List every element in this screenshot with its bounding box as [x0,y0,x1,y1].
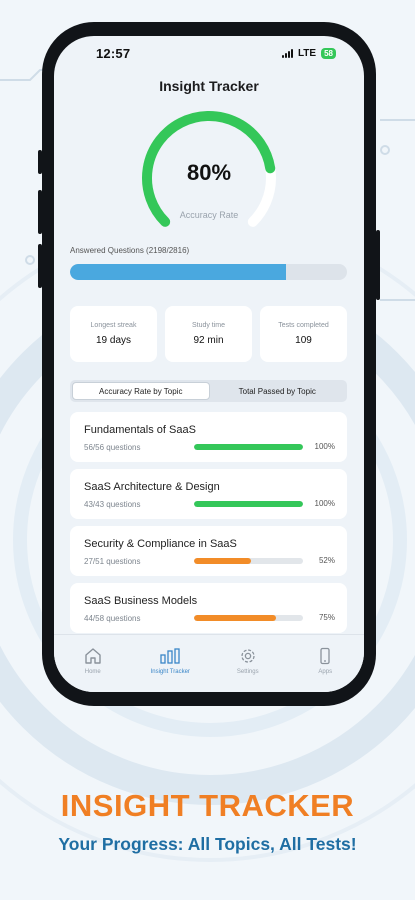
topic-card[interactable]: Security & Compliance in SaaS 27/51 ques… [70,526,347,576]
topic-progress-fill [194,558,251,564]
phone-volume-down-button [38,244,42,288]
topic-percent: 100% [314,442,335,451]
status-bar: 12:57 LTE 58 [54,36,364,70]
marketing-subheadline: Your Progress: All Topics, All Tests! [58,834,357,854]
accuracy-gauge [142,111,276,227]
nav-item-apps[interactable]: Apps [287,635,365,692]
nav-label: Insight Tracker [150,669,190,675]
phone-power-button [376,230,380,300]
nav-label: Apps [318,669,333,675]
answered-progress-fill [70,264,287,280]
accuracy-label: Accuracy Rate [179,210,239,220]
topic-progress-bar [194,558,303,564]
battery-icon: 58 [321,47,336,59]
stat-card-tests-completed: Tests completed 109 [260,306,347,362]
accuracy-value: 80% [186,160,232,185]
topic-progress-fill [194,615,276,621]
nav-label: Settings [236,669,259,675]
topic-percent: 75% [318,613,335,622]
stat-value: 19 days [95,335,132,346]
answered-progress-bar [70,264,347,280]
topic-tabs: Accuracy Rate by Topic Total Passed by T… [70,380,347,402]
page-title: Insight Tracker [159,78,259,94]
tab-accuracy-rate-by-topic[interactable]: Accuracy Rate by Topic [72,382,210,400]
topic-percent: 100% [314,499,335,508]
topic-name: Fundamentals of SaaS [84,424,196,436]
topic-percent: 52% [318,556,335,565]
tab-total-passed-by-topic[interactable]: Total Passed by Topic [238,386,316,396]
nav-item-insight-tracker[interactable]: Insight Tracker [132,635,210,692]
stat-label: Tests completed [278,322,329,329]
phone-icon [320,647,330,665]
phone-volume-up-button [38,190,42,234]
topic-progress-bar [194,501,303,507]
nav-item-settings[interactable]: Settings [209,635,287,692]
gauge-fill [142,111,276,227]
home-icon [85,648,101,664]
topic-question-count: 43/43 questions [84,500,141,509]
phone-side-button [38,150,42,174]
nav-item-home[interactable]: Home [54,635,132,692]
answered-questions-label: Answered Questions (2198/2816) [70,246,190,255]
topic-question-count: 27/51 questions [84,557,141,566]
status-indicators: LTE 58 [281,47,336,59]
topic-name: Security & Compliance in SaaS [84,538,237,550]
topic-card[interactable]: SaaS Business Models 44/58 questions 75% [70,583,347,633]
stat-card-streak: Longest streak 19 days [70,306,157,362]
nav-label: Home [84,669,101,675]
topic-card[interactable]: SaaS Architecture & Design 43/43 questio… [70,469,347,519]
bottom-navigation: Home Insight Tracker Settings Apps [54,634,364,692]
topic-progress-bar [194,615,303,621]
stats-row: Longest streak 19 days Study time 92 min… [70,306,347,362]
network-type: LTE [297,47,317,59]
stat-value: 109 [295,335,312,346]
stat-card-study-time: Study time 92 min [165,306,252,362]
topic-card[interactable]: Fundamentals of SaaS 56/56 questions 100… [70,412,347,462]
topic-progress-bar [194,444,303,450]
marketing-headline: INSIGHT TRACKER [60,788,355,823]
status-time: 12:57 [96,45,131,61]
topic-name: SaaS Architecture & Design [84,481,220,493]
stat-label: Longest streak [90,322,137,329]
signal-icon [281,48,293,58]
stat-label: Study time [191,322,226,329]
topic-name: SaaS Business Models [84,595,198,607]
stat-value: 92 min [193,335,224,346]
topic-progress-fill [194,501,303,507]
topic-question-count: 44/58 questions [84,614,141,623]
gear-icon [241,649,255,663]
topic-progress-fill [194,444,303,450]
bar-chart-icon [160,648,180,664]
app-screen: 12:57 LTE 58 Insight Tracker 80% Accurac… [54,36,364,692]
topic-question-count: 56/56 questions [84,443,141,452]
topic-list: Fundamentals of SaaS 56/56 questions 100… [70,412,347,634]
